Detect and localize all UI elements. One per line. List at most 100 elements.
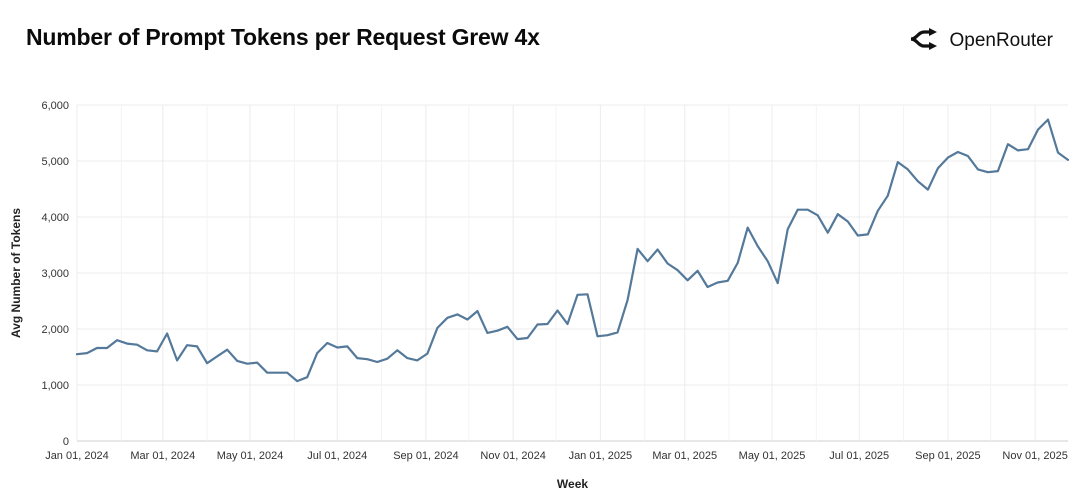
data-point [276,371,279,374]
data-point [646,260,649,263]
data-point [606,334,609,337]
data-point [866,233,869,236]
data-point [106,347,108,349]
data-point [786,228,789,231]
x-tick-label-8: May 01, 2025 [739,450,806,462]
data-point [636,248,639,250]
data-point [1007,143,1009,146]
x-tick-label-4: Sep 01, 2024 [393,450,458,462]
data-point [406,357,409,360]
y-tick-label-4: 4,000 [41,212,69,224]
data-point [1067,158,1069,161]
y-tick-label-1: 1,000 [41,380,69,392]
data-point [126,342,128,345]
data-point [146,349,148,352]
data-point [756,245,759,248]
data-point [386,357,389,360]
openrouter-logo-icon [909,27,939,55]
data-point [676,269,679,272]
data-point [566,323,569,325]
data-point [176,359,179,362]
data-point [926,188,929,191]
data-point [706,286,709,288]
data-point [96,347,98,349]
data-point [246,362,249,365]
data-point [716,281,719,284]
data-point [536,323,539,326]
x-tick-label-6: Jan 01, 2025 [569,450,633,462]
brand-name: OpenRouter [949,30,1053,51]
data-point [936,167,939,170]
data-point [946,156,949,159]
data-point [236,360,239,362]
data-point [816,214,819,217]
data-point [826,231,829,234]
data-point [426,352,429,355]
data-point [186,344,189,347]
x-tick-label-1: Mar 01, 2024 [130,450,195,462]
y-axis: 0 1,000 2,000 3,000 4,000 5,000 6,000 [41,100,69,448]
y-tick-label-6: 6,000 [41,100,69,112]
data-point [166,332,168,335]
data-point [987,171,989,174]
data-point [556,309,559,312]
data-point [116,339,118,342]
data-point [776,282,779,284]
data-point [916,180,919,183]
chart-grid [76,104,1068,442]
data-point [966,155,969,157]
data-point [736,262,739,264]
data-point [956,151,959,153]
data-point [296,380,299,382]
data-point [696,269,699,272]
data-point [466,318,469,321]
data-point [526,337,529,339]
data-point [1037,128,1039,131]
data-point [456,313,459,316]
data-point [766,260,769,263]
data-point [906,168,909,171]
data-point [216,355,219,358]
data-point [746,226,749,229]
data-point [726,279,729,282]
x-tick-label-9: Jul 01, 2025 [829,450,889,462]
x-tick-label-2: May 01, 2024 [217,450,284,462]
x-tick-label-0: Jan 01, 2024 [45,450,109,462]
chart-title: Number of Prompt Tokens per Request Grew… [26,24,540,50]
data-point [586,293,589,296]
data-point [506,325,509,328]
data-point [326,342,329,344]
data-point [76,353,78,356]
data-point [1047,118,1049,121]
data-point [876,209,879,212]
data-point [136,343,138,346]
data-point [306,376,309,379]
data-point [836,213,839,216]
data-point [316,352,319,354]
data-point [796,208,799,211]
data-point [366,358,369,361]
data-point [496,329,499,332]
data-point [626,298,629,301]
x-tick-label-5: Nov 01, 2024 [480,450,545,462]
data-point [286,371,289,374]
data-point [226,348,229,351]
data-point [266,371,269,374]
data-point [576,293,579,296]
data-point [486,332,489,334]
data-point [346,345,349,348]
y-axis-title: Avg Number of Tokens [9,208,23,338]
y-tick-label-0: 0 [63,436,69,448]
data-point [86,352,88,354]
y-tick-label-2: 2,000 [41,324,69,336]
data-point [156,350,158,353]
data-point [256,361,259,364]
x-tick-label-10: Sep 01, 2025 [915,450,980,462]
x-axis: Jan 01, 2024 Mar 01, 2024 May 01, 2024 Jul … [45,450,1068,462]
x-tick-label-7: Mar 01, 2025 [652,450,717,462]
data-point [396,349,399,352]
data-point [886,194,889,197]
data-point [356,357,359,360]
y-tick-label-3: 3,000 [41,268,69,280]
